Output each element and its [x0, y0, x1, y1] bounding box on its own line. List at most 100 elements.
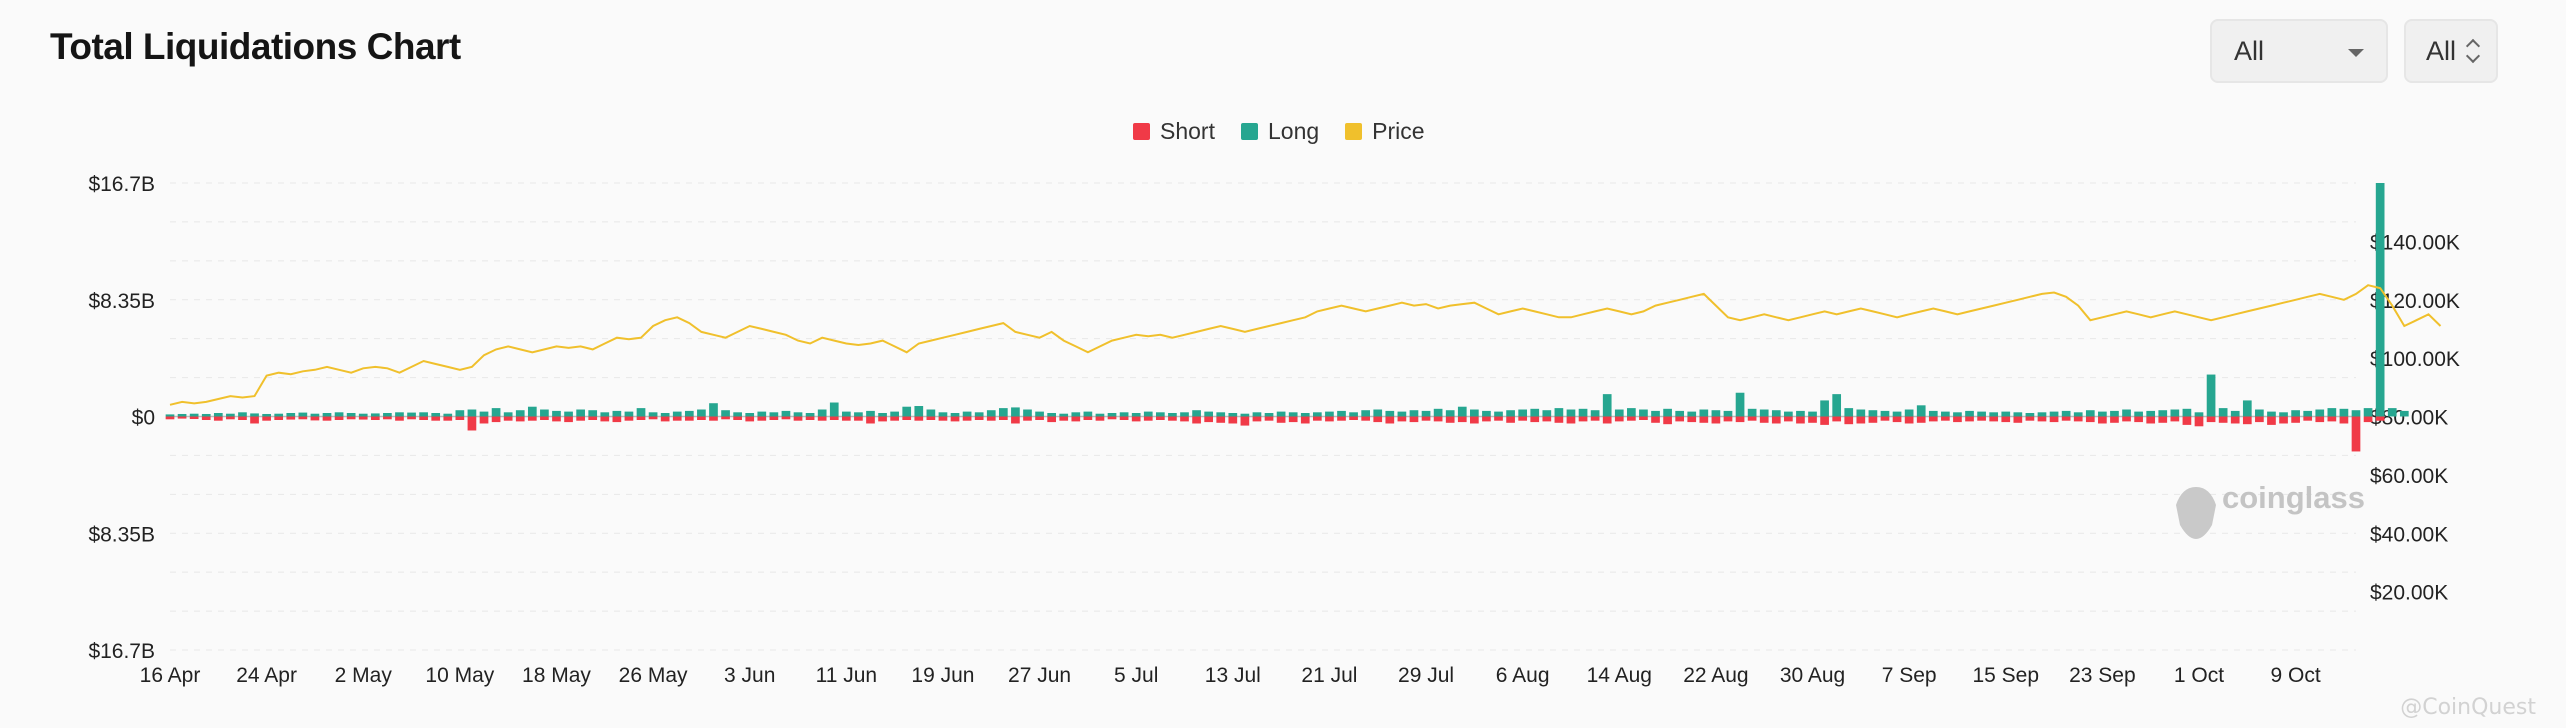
- bars-layer: [165, 183, 2409, 452]
- long-bar: [165, 414, 175, 417]
- range-select[interactable]: All: [2210, 19, 2388, 83]
- short-bar: [1047, 416, 1056, 423]
- short-bar: [1482, 416, 1491, 422]
- short-bar: [1433, 416, 1443, 422]
- short-bar: [1240, 416, 1250, 426]
- short-bar: [1059, 416, 1069, 421]
- long-bar: [1723, 410, 1733, 417]
- short-bar: [419, 416, 428, 420]
- long-bar: [1518, 409, 1528, 417]
- long-bar: [2327, 408, 2337, 417]
- short-bar: [1542, 416, 1552, 422]
- short-bar: [383, 416, 392, 420]
- short-bar: [1168, 416, 1177, 421]
- long-bar: [2375, 183, 2385, 417]
- short-bar: [1216, 416, 1226, 423]
- long-bar: [1071, 412, 1081, 417]
- long-bar: [177, 413, 187, 417]
- short-bar: [1457, 416, 1467, 423]
- long-bar: [2267, 411, 2276, 417]
- short-bar: [2098, 416, 2107, 424]
- short-bar: [2134, 416, 2143, 423]
- short-bar: [2170, 416, 2180, 422]
- long-bar: [1276, 411, 1286, 417]
- short-bar: [370, 416, 380, 420]
- long-bar: [612, 410, 622, 417]
- short-bar: [503, 416, 513, 421]
- long-bar: [2279, 412, 2288, 417]
- short-bar: [455, 416, 465, 420]
- legend-item-long[interactable]: Long: [1240, 118, 1319, 145]
- long-bar: [902, 406, 912, 417]
- long-bar: [962, 411, 972, 417]
- legend-item-short[interactable]: Short: [1133, 118, 1215, 145]
- long-bar: [431, 413, 441, 417]
- x-axis: 16 Apr 24 Apr 2 May 10 May 18 May 26 May 3 Jun…: [140, 664, 2321, 687]
- long-bar: [1868, 410, 1878, 417]
- long-bar: [346, 413, 356, 417]
- long-bar: [1457, 406, 1467, 417]
- short-bar: [1349, 416, 1358, 420]
- short-bar: [262, 416, 271, 421]
- short-bar: [1325, 416, 1334, 422]
- short-bar: [1131, 416, 1141, 422]
- long-bar: [1614, 409, 1624, 417]
- price-line: [169, 284, 2442, 406]
- short-bar: [1228, 416, 1238, 424]
- long-bar: [854, 412, 863, 417]
- long-bar: [2351, 410, 2361, 417]
- short-bar: [1808, 416, 1817, 423]
- legend-item-price[interactable]: Price: [1345, 118, 1425, 145]
- long-bar: [2387, 408, 2397, 417]
- long-bar: [1409, 410, 1419, 417]
- short-bar: [1965, 416, 1974, 422]
- x-tick-label: 10 May: [425, 664, 494, 687]
- short-bar: [1409, 416, 1419, 423]
- long-bar: [1566, 409, 1576, 417]
- long-bar: [866, 410, 875, 417]
- x-tick-label: 11 Jun: [816, 664, 878, 687]
- legend-label-price: Price: [1372, 118, 1425, 144]
- long-bar: [1035, 411, 1044, 417]
- short-bar: [1107, 416, 1117, 420]
- long-bar: [1421, 410, 1431, 417]
- long-bar: [672, 411, 682, 417]
- unit-select[interactable]: All: [2404, 19, 2498, 83]
- long-bar: [624, 411, 634, 417]
- x-tick-label: 1 Oct: [2174, 664, 2224, 687]
- long-bar: [262, 413, 271, 417]
- short-bar: [612, 416, 622, 423]
- short-bar: [998, 416, 1008, 420]
- short-bar: [1590, 416, 1600, 421]
- long-bar: [1011, 407, 1020, 417]
- long-bar: [552, 410, 561, 417]
- long-bar: [829, 402, 839, 417]
- long-bar: [1373, 409, 1383, 417]
- short-bar: [588, 416, 598, 420]
- long-bar: [745, 413, 755, 417]
- x-tick-label: 21 Jul: [1301, 664, 1357, 687]
- short-bar: [1844, 416, 1854, 425]
- long-bar: [1252, 412, 1262, 417]
- short-bar: [974, 416, 984, 420]
- short-bar: [1796, 416, 1805, 424]
- long-bar: [588, 410, 598, 417]
- long-bar: [721, 410, 730, 417]
- short-bar: [1252, 416, 1262, 422]
- short-bar: [1723, 416, 1733, 422]
- left-tick-label: $0: [132, 407, 155, 430]
- short-bar: [600, 416, 610, 422]
- long-bar: [1216, 412, 1226, 417]
- short-bar: [1264, 416, 1274, 421]
- short-bar: [1180, 416, 1189, 422]
- long-bar: [2146, 410, 2156, 417]
- short-bar: [2363, 416, 2373, 423]
- short-bar: [1627, 416, 1636, 421]
- long-bar: [2399, 410, 2409, 417]
- short-bar: [1941, 416, 1950, 421]
- long-bar: [455, 410, 465, 417]
- caret-down-icon: [2348, 49, 2364, 57]
- long-bar: [2037, 412, 2047, 417]
- long-bar: [322, 413, 332, 417]
